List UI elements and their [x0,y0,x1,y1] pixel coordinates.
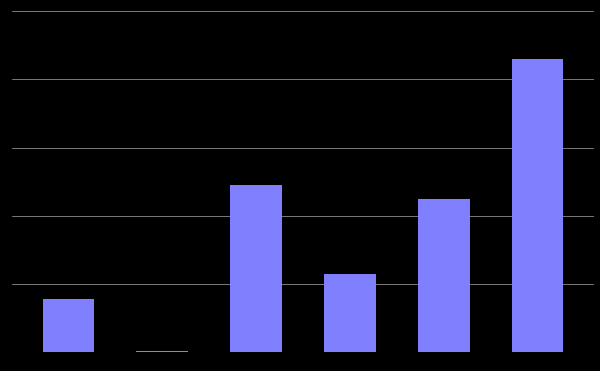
Bar [230,185,282,352]
Bar [418,199,470,352]
Bar [43,299,94,352]
Bar [512,59,563,352]
Bar [136,351,188,352]
Bar [324,274,376,352]
